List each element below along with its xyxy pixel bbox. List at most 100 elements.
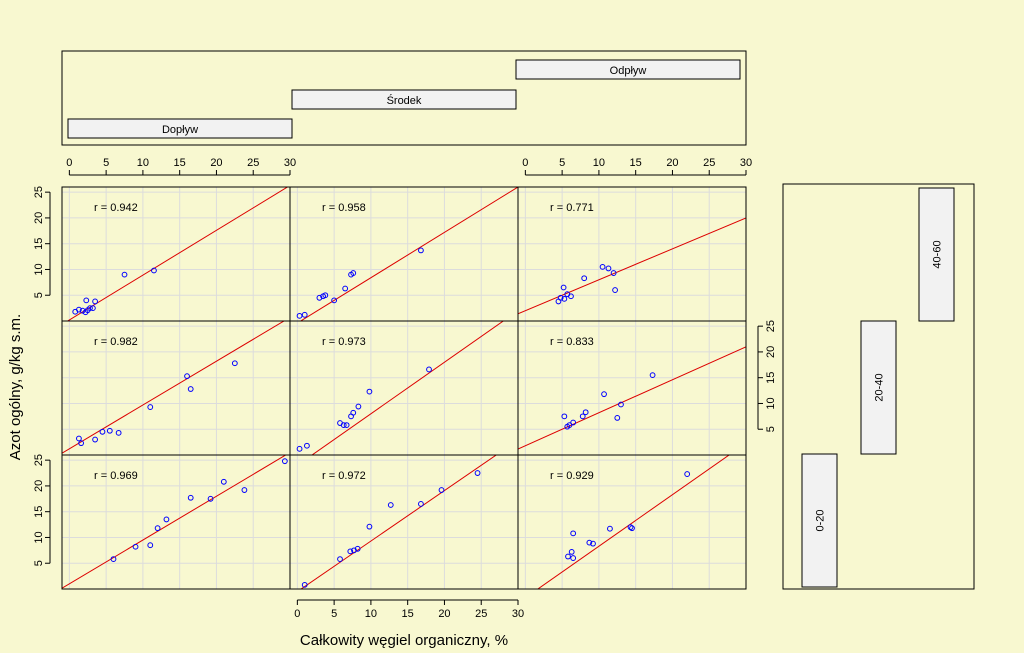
- x-tick-label: 0: [294, 608, 300, 620]
- x-tick-label: 20: [438, 608, 450, 620]
- data-point: [418, 501, 424, 507]
- x-tick-label: 10: [137, 157, 149, 169]
- panel-5: r = 0.973: [289, 320, 519, 456]
- strip-box: [801, 453, 838, 588]
- data-point: [154, 525, 161, 532]
- data-point: [132, 543, 139, 550]
- row-key-frame: [782, 183, 975, 590]
- data-point: [438, 487, 445, 493]
- data-point: [121, 271, 128, 278]
- fit-line: [299, 187, 518, 321]
- data-point: [366, 388, 373, 395]
- strip-box: [67, 118, 293, 139]
- x-tick-label: 25: [703, 157, 715, 169]
- data-point: [147, 542, 154, 549]
- data-point: [582, 409, 589, 416]
- data-point: [568, 293, 574, 300]
- row-strip-1: 40-60: [918, 187, 955, 322]
- y-tick-label: 25: [765, 320, 777, 332]
- data-point: [220, 478, 227, 485]
- x-axis-top: 0 5 10 15 20 25 30: [522, 157, 752, 176]
- data-point: [601, 391, 607, 398]
- data-point: [355, 403, 362, 410]
- data-point: [354, 545, 361, 552]
- data-point: [590, 540, 596, 547]
- y-tick-label: 5: [33, 292, 45, 298]
- data-point: [607, 525, 613, 532]
- panel-9: r = 0.929: [517, 454, 747, 590]
- column-strip-2: Środek: [291, 89, 517, 110]
- x-tick-label: 15: [174, 157, 186, 169]
- y-tick-label: 20: [765, 346, 777, 358]
- data-point: [281, 458, 288, 465]
- fit-line: [518, 346, 746, 450]
- fit-line: [62, 455, 287, 589]
- x-tick-label: 30: [740, 157, 752, 169]
- x-tick-label: 10: [365, 608, 377, 620]
- x-tick-label: 5: [103, 157, 109, 169]
- x-tick-label: 20: [210, 157, 222, 169]
- data-point: [561, 413, 568, 420]
- data-point: [92, 436, 98, 443]
- data-point: [570, 530, 577, 537]
- data-point: [568, 548, 575, 555]
- column-key-frame: [61, 50, 747, 146]
- y-axis-left: 5 10 15 20 25: [33, 186, 51, 298]
- y-tick-label: 5: [33, 560, 45, 566]
- data-point: [147, 404, 154, 410]
- strip-label: 0-20: [815, 509, 827, 531]
- x-tick-label: 30: [512, 608, 524, 620]
- y-axis-left: 5 10 15 20 25: [33, 454, 51, 566]
- data-point: [351, 547, 357, 554]
- data-point: [187, 386, 194, 392]
- strip-label: Dopływ: [162, 124, 198, 136]
- data-point: [605, 265, 612, 272]
- data-point: [565, 553, 571, 560]
- fit-line: [311, 321, 505, 455]
- data-point: [89, 305, 96, 312]
- y-tick-label: 10: [765, 397, 777, 409]
- x-tick-label: 5: [331, 608, 337, 620]
- data-point: [627, 524, 634, 531]
- data-point: [331, 297, 338, 304]
- axes: 0 5 10 15 20 25 30 0 5 10 15 20 25 30 0 5 10 15 20 25 30 5 10 1…: [33, 157, 777, 620]
- column-key-panel: Dopływ Środek Odpływ: [61, 50, 747, 146]
- x-tick-label: 25: [247, 157, 259, 169]
- data-point: [614, 414, 621, 421]
- panel-3: r = 0.771: [517, 186, 747, 322]
- data-point: [474, 470, 481, 476]
- y-tick-label: 25: [33, 454, 45, 466]
- x-tick-label: 10: [593, 157, 605, 169]
- data-point: [350, 270, 357, 276]
- strip-label: Środek: [387, 94, 422, 107]
- panel-4: r = 0.982: [61, 320, 291, 456]
- data-point: [322, 292, 329, 299]
- strip-label: 20-40: [874, 373, 886, 401]
- data-point: [618, 401, 624, 408]
- x-axis-top: 0 5 10 15 20 25 30: [66, 157, 296, 176]
- x-tick-label: 15: [402, 608, 414, 620]
- y-tick-label: 20: [33, 212, 45, 224]
- x-tick-label: 0: [66, 157, 72, 169]
- correlation-label: r = 0.929: [550, 470, 594, 482]
- data-point: [207, 495, 214, 502]
- correlation-label: r = 0.942: [94, 202, 138, 214]
- x-tick-label: 5: [559, 157, 565, 169]
- fit-line: [300, 455, 498, 589]
- strip-label: Odpływ: [610, 65, 647, 77]
- y-tick-label: 15: [33, 506, 45, 518]
- scatter-panels: r = 0.942 r = 0.958 r = 0.771 r = 0.982 r = …: [61, 186, 747, 590]
- data-point: [343, 422, 350, 429]
- data-point: [560, 284, 567, 291]
- x-tick-label: 20: [666, 157, 678, 169]
- data-point: [581, 275, 588, 282]
- data-point: [241, 487, 248, 493]
- data-point: [649, 372, 656, 379]
- column-strip-3: Odpływ: [515, 59, 741, 80]
- data-point: [337, 556, 343, 563]
- y-tick-label: 15: [33, 238, 45, 250]
- y-tick-label: 10: [33, 263, 45, 275]
- data-point: [83, 297, 90, 304]
- data-point: [557, 294, 564, 301]
